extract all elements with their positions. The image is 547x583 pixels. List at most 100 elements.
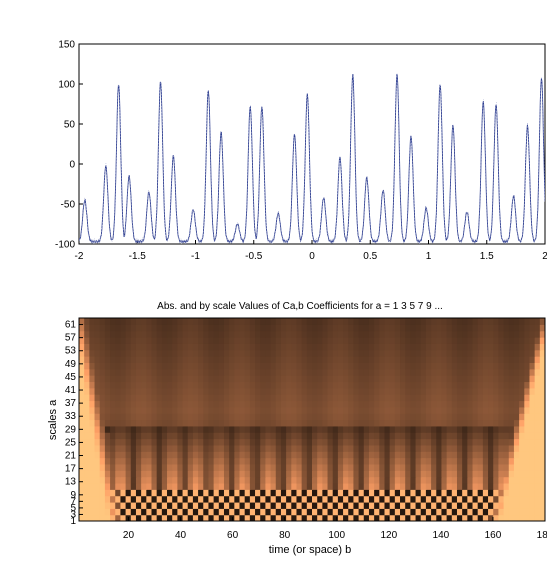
heatmap-cell [192, 419, 199, 427]
heatmap-cell [348, 451, 355, 459]
heatmap-cell [208, 394, 215, 402]
heatmap-cell [456, 337, 463, 344]
heatmap-cell [312, 514, 318, 521]
heatmap-cell [343, 489, 349, 497]
heatmap-cell [462, 495, 468, 503]
heatmap-cell [255, 514, 261, 521]
heatmap-cell [420, 444, 427, 452]
heatmap-cell [529, 495, 536, 503]
heatmap-cell [260, 394, 266, 402]
heatmap-cell [239, 343, 246, 351]
heatmap-cell [79, 495, 85, 503]
heatmap-cell [394, 451, 401, 459]
heatmap-cell [451, 425, 458, 433]
heatmap-cell [400, 419, 406, 427]
heatmap-cell [244, 457, 251, 465]
heatmap-cell [265, 457, 272, 465]
heatmap-cell [265, 476, 272, 484]
heatmap-cell [203, 419, 210, 427]
heatmap-cell [317, 476, 323, 484]
heatmap-cell [115, 489, 122, 497]
heatmap-cell [498, 400, 505, 408]
heatmap-cell [239, 457, 246, 465]
heatmap-cell [431, 482, 437, 490]
heatmap-cell [462, 476, 468, 484]
heatmap-cell [493, 482, 499, 490]
heatmap-cell [249, 463, 256, 471]
heatmap-cell [151, 432, 158, 440]
heatmap-cell [477, 343, 484, 351]
heatmap-cell [327, 482, 334, 490]
heatmap-cell [343, 514, 349, 521]
heatmap-cell [337, 419, 344, 427]
heatmap-cell [488, 318, 494, 325]
heatmap-cell [260, 463, 266, 471]
heatmap-cell [203, 387, 210, 395]
heatmap-cell [436, 368, 443, 376]
heatmap-cell [177, 457, 184, 465]
heatmap-cell [358, 349, 365, 357]
heatmap-cell [446, 330, 453, 338]
heatmap-cell [368, 457, 375, 465]
heatmap-cell [213, 394, 220, 402]
heatmap-cell [513, 381, 520, 389]
heatmap-cell [513, 343, 520, 351]
heatmap-cell [208, 476, 215, 484]
heatmap-cell [343, 463, 349, 471]
heatmap-cell [141, 419, 147, 427]
heatmap-cell [519, 476, 525, 484]
heatmap-cell [482, 343, 489, 351]
heatmap-cell [436, 489, 443, 497]
heatmap-cell [379, 451, 386, 459]
heatmap-cell [400, 362, 406, 370]
heatmap-cell [343, 387, 349, 395]
heatmap-cell [405, 324, 411, 332]
heatmap-cell [89, 330, 96, 338]
heatmap-cell [508, 463, 515, 471]
heatmap-cell [135, 337, 142, 344]
heatmap-cell [167, 356, 173, 363]
heatmap-cell [198, 324, 204, 332]
heatmap-cell [296, 324, 303, 332]
heatmap-cell [192, 349, 199, 357]
heatmap-cell [327, 495, 334, 503]
heatmap-cell [84, 476, 90, 484]
heatmap-cell [280, 349, 287, 357]
heatmap-cell [177, 495, 184, 503]
heatmap-cell [84, 432, 90, 440]
heatmap-cell [130, 381, 137, 389]
heatmap-cell [234, 400, 241, 408]
heatmap-cell [374, 356, 380, 363]
heatmap-cell [337, 343, 344, 351]
heatmap-cell [115, 463, 122, 471]
heatmap-cell [389, 394, 396, 402]
heatmap-cell [400, 381, 406, 389]
heatmap-cell [296, 508, 303, 516]
heatmap-cell [151, 508, 158, 516]
heatmap-cell [384, 501, 391, 509]
heatmap-cell [358, 457, 365, 465]
heatmap-cell [125, 470, 132, 478]
heatmap-cell [353, 362, 360, 370]
heatmap-cell [539, 508, 545, 516]
heatmap-cell [172, 457, 178, 465]
heatmap-cell [477, 400, 484, 408]
heatmap-cell [301, 482, 308, 490]
heatmap-cell [255, 413, 261, 421]
heatmap-cell [332, 451, 339, 459]
heatmap-cell [317, 394, 323, 402]
heatmap-cell [115, 508, 122, 516]
heatmap-cell [343, 400, 349, 408]
heatmap-cell [125, 508, 132, 516]
heatmap-cell [89, 419, 96, 427]
heatmap-x-tick-label: 160 [485, 530, 502, 541]
heatmap-cell [358, 476, 365, 484]
heatmap-cell [104, 495, 111, 503]
heatmap-cell [84, 508, 90, 516]
heatmap-cell [187, 463, 194, 471]
heatmap-cell [192, 476, 199, 484]
heatmap-cell [198, 514, 204, 521]
heatmap-cell [301, 337, 308, 344]
heatmap-cell [343, 457, 349, 465]
heatmap-cell [462, 457, 468, 465]
